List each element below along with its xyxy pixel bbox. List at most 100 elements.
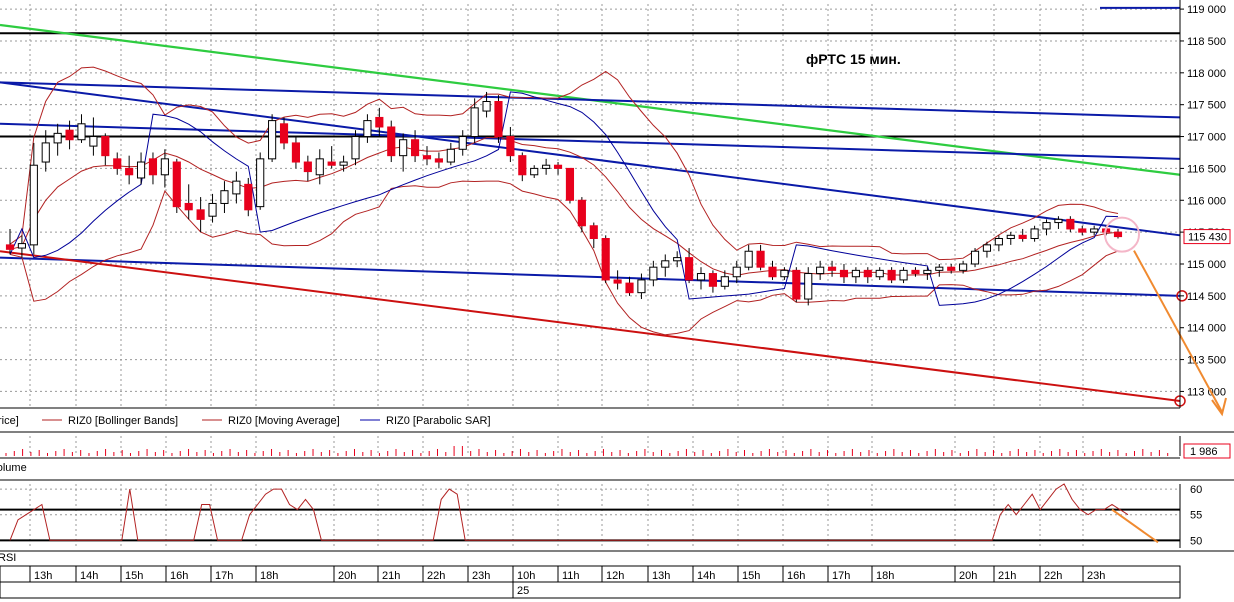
- parabolic-sar-line: [9, 91, 1119, 306]
- candle-bullish: [29, 164, 38, 246]
- price-tick-label: 114 000: [1187, 323, 1226, 335]
- moving-average-line: [9, 137, 1119, 276]
- candle-bullish: [804, 273, 813, 300]
- time-label: 20h: [959, 570, 977, 582]
- candle-bullish: [482, 100, 491, 112]
- candle-bullish: [661, 260, 670, 268]
- time-label: 18h: [876, 570, 894, 582]
- candle-bullish: [982, 244, 992, 252]
- candle-bullish: [446, 148, 455, 163]
- time-label: 16h: [170, 570, 188, 582]
- volume-pane: 1 986 Volume: [0, 436, 1234, 481]
- price-tick-label: 118 500: [1187, 36, 1226, 48]
- candle-bullish: [875, 269, 884, 278]
- candle-bullish: [1006, 234, 1015, 239]
- candle-bearish: [839, 269, 849, 278]
- candle-bearish: [827, 266, 837, 271]
- time-label: 22h: [1044, 570, 1062, 582]
- rsi-pane: 60 55 50 RSI: [0, 483, 1234, 564]
- time-label: 22h: [427, 570, 445, 582]
- candle-bullish: [744, 250, 753, 268]
- candle-bearish: [565, 167, 575, 201]
- time-label: 23h: [472, 570, 490, 582]
- candle-bullish: [232, 180, 241, 195]
- time-label: 21h: [382, 570, 400, 582]
- price-tick-label: 114 500: [1187, 291, 1226, 303]
- volume-last-label: 1 986: [1190, 446, 1218, 458]
- price-tick-label: 116 000: [1187, 195, 1226, 207]
- candle-bearish: [887, 269, 896, 281]
- candle-bearish: [506, 136, 515, 157]
- price-pane: 119 000 118 500 118 000 117 500 117 000 116 5…: [0, 0, 1234, 433]
- candle-bearish: [411, 139, 420, 157]
- price-tick-label: 117 000: [1187, 132, 1226, 144]
- candle-bearish: [172, 161, 181, 208]
- time-label: 15h: [742, 570, 760, 582]
- rsi-plot-bg: [0, 484, 1180, 548]
- candle-bullish: [363, 120, 372, 138]
- candle-bullish: [899, 269, 908, 281]
- candle-bearish: [613, 279, 622, 284]
- candle-bullish: [732, 266, 741, 278]
- rsi-line: [9, 483, 1129, 541]
- candle-bearish: [1113, 231, 1123, 238]
- candle-bearish: [113, 158, 122, 169]
- candle-bullish: [720, 276, 729, 287]
- candle-bullish: [1090, 228, 1099, 233]
- candle-bearish: [947, 266, 956, 271]
- trendline-blue-descending: [0, 81, 1181, 237]
- chart-title: фРТС 15 мин.: [806, 51, 901, 67]
- candle-bearish: [768, 266, 777, 278]
- candle-bearish: [387, 126, 396, 157]
- candle-bearish: [863, 269, 872, 278]
- candle-bearish: [1018, 234, 1027, 239]
- candle-bearish: [184, 202, 193, 211]
- candle-bearish: [1066, 218, 1075, 230]
- candle-bearish: [494, 100, 503, 138]
- candle-bearish: [708, 273, 717, 287]
- candle-bullish: [17, 243, 26, 249]
- highlight-circle: [1104, 216, 1140, 253]
- time-label: 17h: [215, 570, 233, 582]
- time-label: 17h: [832, 570, 850, 582]
- candle-bullish: [268, 120, 277, 160]
- last-price-badge: [1183, 229, 1231, 245]
- candle-bearish: [577, 199, 586, 227]
- candle-bullish: [89, 136, 98, 147]
- candle-bullish: [923, 269, 932, 275]
- time-axis: 13h 14h 15h 16h 17h 18h 20h 21h 22h 23h 10h 11h 12h 1…: [0, 565, 1181, 599]
- candle-bearish: [553, 164, 563, 169]
- candle-bearish: [196, 209, 205, 220]
- candle-bearish: [685, 257, 694, 281]
- price-plot-bg: [0, 4, 1180, 408]
- candle-bearish: [434, 158, 443, 163]
- bollinger-lower-band: [9, 180, 1119, 336]
- time-label: 13h: [34, 570, 52, 582]
- volume-last-badge: [1183, 443, 1231, 459]
- candle-bearish: [125, 167, 134, 176]
- price-tick-label: 118 000: [1187, 68, 1226, 80]
- price-tick-label: 119 000: [1187, 4, 1226, 16]
- candle-bullish: [339, 161, 348, 166]
- time-label: 14h: [80, 570, 98, 582]
- candle-bearish: [291, 142, 301, 163]
- legend-moving-average-label: RIZ0 [Moving Average]: [228, 415, 340, 427]
- rsi-tick-label: 55: [1190, 510, 1202, 522]
- candle-bearish: [148, 158, 158, 176]
- candle-bullish: [41, 142, 50, 163]
- legend-parabolic-sar-label: RIZ0 [Parabolic SAR]: [386, 415, 491, 427]
- time-label: 23h: [1087, 570, 1105, 582]
- candle-bullish: [673, 257, 682, 262]
- candle-bullish: [256, 158, 265, 208]
- candle-bearish: [518, 155, 527, 176]
- candle-bullish: [315, 158, 324, 176]
- rsi-tick-label: 50: [1190, 535, 1202, 547]
- candle-bullish: [649, 266, 658, 281]
- price-tick-label: 113 500: [1187, 355, 1226, 367]
- candle-bullish: [542, 164, 551, 169]
- legend-bollinger-label: RIZ0 [Bollinger Bands]: [68, 415, 178, 427]
- price-tick-label: 117 500: [1187, 100, 1226, 112]
- candle-bullish: [637, 279, 646, 294]
- candle-bullish: [351, 136, 360, 160]
